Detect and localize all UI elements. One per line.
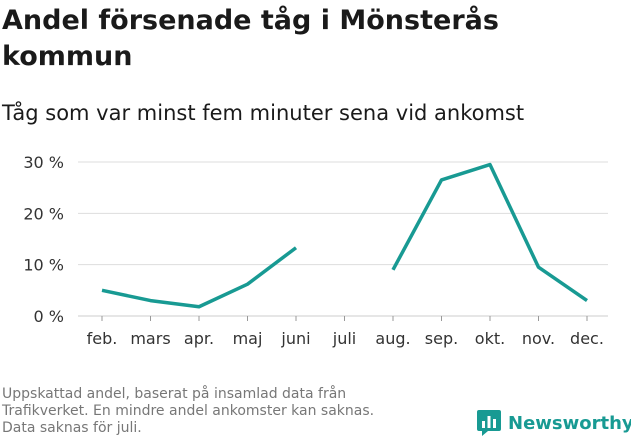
x-tick-label: juni: [280, 329, 310, 348]
series-lines: [101, 162, 588, 309]
footnote-line: Uppskattad andel, baserat på insamlad da…: [2, 386, 347, 402]
line-chart: 0 % 10 % 20 % 30 % feb. mars apr. maj juni juli a…: [23, 153, 608, 348]
chart-title: Andel försenade tåg i Mönsterås kommun: [2, 5, 499, 72]
y-axis-ticks: 0 % 10 % 20 % 30 %: [23, 153, 64, 326]
footnote: Uppskattad andel, baserat på insamlad da…: [2, 386, 442, 437]
brand-logo: Newsworthy: [476, 408, 631, 438]
y-tick-label: 10 %: [23, 256, 64, 275]
x-tick-label: aug.: [375, 329, 410, 348]
x-tick-label: dec.: [570, 329, 604, 348]
x-tick-label: juli: [332, 329, 356, 348]
x-axis-ticks: feb. mars apr. maj juni juli aug. sep. okt. nov. d…: [87, 316, 604, 348]
footnote-line: Data saknas för juli.: [2, 420, 142, 436]
y-tick-label: 30 %: [23, 153, 64, 172]
x-tick-label: maj: [233, 329, 263, 348]
series-line: [391, 162, 588, 303]
x-tick-label: apr.: [184, 329, 214, 348]
brand-name: Newsworthy: [508, 412, 631, 434]
y-tick-label: 20 %: [23, 204, 64, 223]
bar-chart-logo-icon: [477, 410, 501, 436]
footnote-line: Trafikverket. En mindre andel ankomster …: [2, 403, 375, 419]
series-line: [101, 246, 298, 309]
y-tick-label: 0 %: [34, 307, 64, 326]
x-tick-label: okt.: [475, 329, 505, 348]
x-tick-label: feb.: [87, 329, 118, 348]
grid-lines: [78, 161, 608, 317]
x-tick-label: mars: [130, 329, 170, 348]
x-tick-label: sep.: [425, 329, 458, 348]
x-tick-label: nov.: [522, 329, 555, 348]
chart-subtitle: Tåg som var minst fem minuter sena vid a…: [2, 101, 525, 125]
